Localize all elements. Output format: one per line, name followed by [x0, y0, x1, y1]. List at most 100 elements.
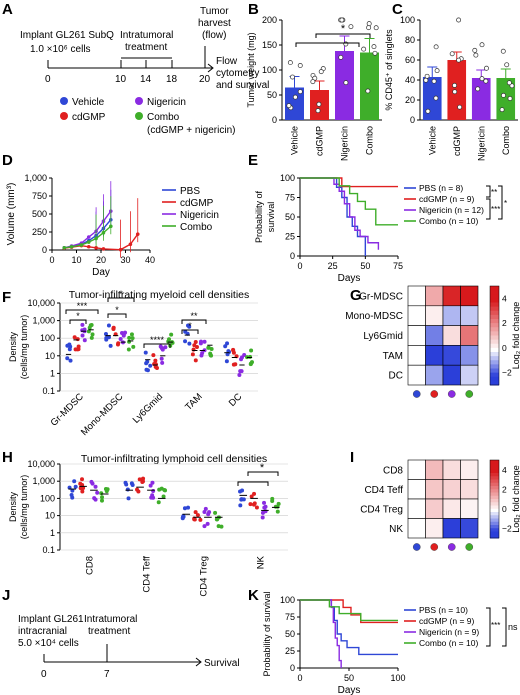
series-line-3 [300, 599, 398, 622]
heat-cell [460, 305, 479, 326]
colorbar-segment [490, 531, 499, 536]
data-point [190, 352, 195, 357]
data-point [339, 17, 345, 23]
legend-label: Nigericin (n = 12) [419, 205, 484, 215]
data-point [366, 21, 372, 27]
data-point [262, 505, 267, 510]
colorbar-segment [490, 502, 499, 506]
data-point [130, 482, 135, 487]
heat-cell [425, 479, 444, 500]
sig-bracket [237, 481, 269, 486]
chart-h: Tumor-infiltrating lymphoid cell densiti… [8, 453, 288, 597]
data-point [76, 347, 81, 352]
heat-cell [460, 285, 479, 307]
data-point [159, 356, 164, 361]
chart-k: 0 25 50 75 100 0 50 100 Days Probability of survi… [262, 591, 518, 695]
legend-label: PBS (n = 8) [419, 183, 463, 193]
sig-bracket [107, 297, 135, 302]
heat-cell [442, 518, 461, 539]
j-step1c: 5.0 ×10⁴ cells [18, 638, 79, 649]
y-tick-label: 100 [40, 493, 55, 503]
series-line-2 [300, 177, 380, 250]
y-tick-label: 100 [262, 65, 277, 75]
data-point [240, 488, 245, 493]
y-axis-label: % CD45⁺ of singlets [384, 29, 394, 111]
data-point [252, 491, 257, 496]
data-point [251, 502, 256, 507]
heat-cell [460, 498, 479, 519]
data-point [149, 495, 154, 500]
data-point [292, 94, 298, 100]
y-axis-label: Density [8, 331, 18, 362]
a-legend-dot-vehicle [60, 97, 68, 105]
data-point [504, 62, 510, 68]
data-point [161, 494, 166, 499]
heat-cell [407, 459, 426, 480]
sig-star: * [76, 311, 80, 321]
y-tick-label: 50 [285, 212, 295, 222]
x-tick-label: cdGMP [315, 126, 325, 156]
row-label: NK [389, 524, 403, 535]
data-point [65, 343, 70, 348]
data-point [125, 487, 130, 492]
data-point [237, 372, 242, 377]
data-point [193, 358, 198, 363]
data-point [163, 488, 168, 493]
data-point [127, 335, 132, 340]
colorbar-segment [490, 356, 499, 361]
heat-cell [460, 364, 479, 386]
colorbar-segment [490, 486, 499, 490]
sig-bracket [502, 607, 507, 647]
a-step1b: 1.0 ×10⁶ cells [30, 44, 91, 55]
data-point [123, 330, 128, 335]
x-tick-label: 0 [297, 261, 302, 271]
x-tick-label: Gr-MDSC [49, 391, 86, 428]
data-point [111, 325, 116, 330]
data-point [99, 498, 104, 503]
a-step3b: harvest [198, 18, 231, 29]
data-point [372, 50, 378, 56]
a-day-0: 0 [45, 74, 51, 85]
a-day-10: 10 [115, 74, 127, 85]
data-point [72, 479, 77, 484]
heat-cell [407, 364, 426, 386]
series-point [62, 246, 67, 250]
legend-label: Nigericin (n = 9) [419, 627, 479, 637]
series-point [69, 244, 74, 249]
colorbar-segment [490, 512, 499, 516]
heat-cell [460, 479, 479, 500]
sig-star: *** [491, 205, 500, 214]
y-axis-label: Density [8, 491, 18, 522]
y-tick-label: 100 [280, 173, 295, 183]
data-point [226, 349, 231, 354]
colorbar-frame [489, 459, 500, 539]
colorbar-segment [490, 508, 499, 513]
x-tick-label: Vehicle [290, 126, 300, 155]
legend-label: cdGMP (n = 9) [419, 194, 475, 204]
y-tick-label: 10,000 [27, 298, 55, 308]
a-legend-cdgmp: cdGMP [72, 112, 106, 123]
data-point [479, 42, 485, 48]
data-point [297, 89, 303, 95]
heat-cell [442, 325, 461, 346]
data-point [223, 344, 228, 349]
data-point [80, 333, 85, 338]
y-tick-label: 25 [285, 232, 295, 242]
colorbar-segment [490, 335, 499, 341]
data-point [501, 92, 506, 98]
y-tick-label: 0 [290, 251, 295, 261]
heat-cell [407, 345, 426, 366]
colorbar-segment [490, 364, 499, 369]
column-dot-vehicle [412, 543, 421, 551]
colorbar-segment [490, 360, 499, 365]
colorbar-segment [490, 521, 499, 526]
chart-d: 0 250 500 750 1,000 0 10 20 30 40 Day Volume (mm³) P… [6, 173, 219, 278]
j-step2b: treatment [88, 626, 130, 637]
y-tick-label: 100 [400, 15, 415, 25]
data-point [423, 77, 429, 83]
x-tick-label: Combo [501, 126, 511, 155]
legend-label: cdGMP (n = 9) [419, 616, 475, 626]
x-tick-label: 50 [360, 261, 370, 271]
data-point [78, 486, 83, 491]
